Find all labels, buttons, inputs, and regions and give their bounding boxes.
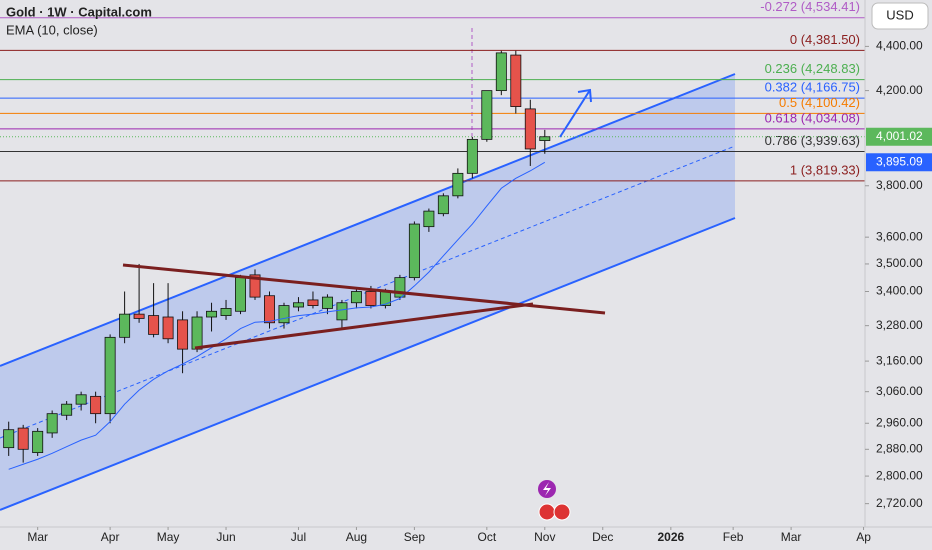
candle-body (264, 295, 275, 324)
x-tick-label: Jul (291, 530, 306, 544)
candle-body (148, 315, 160, 335)
x-tick-label: Oct (477, 530, 496, 544)
x-tick-label: Nov (534, 530, 555, 544)
candle-body (17, 427, 29, 450)
y-tick-label: 3,600.00 (876, 229, 923, 243)
candle-body (249, 274, 261, 298)
x-tick-label: Aug (346, 530, 367, 544)
x-tick-label: Mar (781, 530, 802, 544)
candle-body (90, 395, 102, 415)
candle-body (32, 430, 44, 454)
candle-body (539, 136, 551, 141)
candle-body (61, 403, 73, 416)
y-tick-label: 3,280.00 (876, 318, 923, 332)
y-tick-label: 3,060.00 (876, 384, 923, 398)
x-tick-label: Sep (404, 530, 426, 544)
candle-body (133, 313, 145, 319)
drawings (122, 88, 606, 521)
fib-levels: -0.272 (4,534.41) 0 (4,381.50) 0.236 (4,24… (0, 0, 865, 182)
x-tick-label: Apr (101, 530, 120, 544)
x-tick-label: Mar (27, 530, 48, 544)
fib-label: 0 (4,381.50) (790, 32, 860, 47)
currency[interactable]: USD (886, 7, 913, 22)
candle-body (293, 302, 304, 308)
candle-body (321, 296, 333, 309)
candle-body (437, 195, 449, 215)
y-tick-label: 3,400.00 (876, 284, 923, 298)
candle-body (191, 316, 203, 350)
candle-body (278, 305, 290, 324)
candle-body (423, 210, 435, 228)
candle-body (365, 291, 377, 306)
candle-body (119, 313, 131, 338)
x-tick-label: May (157, 530, 180, 544)
fib-label: 1 (3,819.33) (790, 162, 860, 177)
candle-body (394, 277, 406, 298)
y-tick-label: 3,500.00 (876, 256, 923, 270)
fib-label: 0.382 (4,166.75) (765, 80, 860, 95)
y-tick-label: 2,960.00 (876, 415, 923, 429)
candle-body (510, 54, 522, 107)
fib-label: 0.236 (4,248.83) (765, 61, 860, 76)
candle-body (408, 223, 420, 279)
candle-body (177, 319, 189, 350)
fib-label: 0.786 (3,939.63) (765, 133, 860, 148)
channel-lower (0, 217, 736, 511)
candle-body (466, 138, 478, 174)
flag-icon[interactable] (538, 503, 556, 521)
candle-body (75, 394, 87, 405)
currency-button[interactable] (871, 2, 929, 30)
candle-body (104, 336, 116, 415)
candle-body (162, 316, 174, 340)
fib-label: -0.272 (4,534.41) (760, 0, 860, 14)
price-badge (866, 127, 932, 146)
candle-body (307, 299, 319, 306)
x-tick-label: Dec (592, 530, 613, 544)
x-tick-label: Feb (723, 530, 744, 544)
y-tick-label: 4,200.00 (876, 83, 923, 97)
triangle-lower (194, 302, 534, 350)
y-tick-label: 3,800.00 (876, 178, 923, 192)
legend-entry: EMA (10, close) (6, 22, 98, 37)
arrow (559, 88, 592, 138)
price-badge (866, 153, 932, 172)
last-price-label: 4,001.02 (876, 129, 923, 143)
candle-body (495, 52, 507, 92)
candle-body (3, 429, 15, 449)
lightning (543, 482, 551, 496)
y-tick-label: 2,800.00 (876, 468, 923, 482)
candle-body (336, 302, 348, 321)
fib-label: 0.5 (4,100.42) (779, 95, 860, 110)
candles (3, 50, 551, 470)
y-tick-label: 2,880.00 (876, 441, 923, 455)
candle-body (235, 277, 246, 312)
candle-body (46, 413, 58, 434)
ema-line (8, 161, 546, 470)
x-tick-label: Ap (856, 530, 871, 544)
y-tick-label: 3,160.00 (876, 353, 923, 367)
fib-label: 0.618 (4,034.08) (765, 110, 860, 125)
candle-body (524, 108, 536, 150)
candle-body (481, 90, 493, 140)
candle-body (379, 291, 391, 306)
chart-title: Gold · 1W · Capital.com (6, 4, 152, 19)
x-tick-label: 2026 (657, 530, 684, 544)
candle-body (452, 172, 464, 197)
candle-body (350, 291, 362, 304)
y-tick-label: 4,400.00 (876, 39, 923, 53)
candle-body (220, 308, 232, 316)
flag-icon[interactable] (553, 503, 571, 521)
x-tick-label: Jun (216, 530, 235, 544)
ema-price-label: 3,895.09 (876, 154, 923, 168)
candle-body (206, 310, 218, 318)
y-tick-label: 2,720.00 (876, 496, 923, 510)
